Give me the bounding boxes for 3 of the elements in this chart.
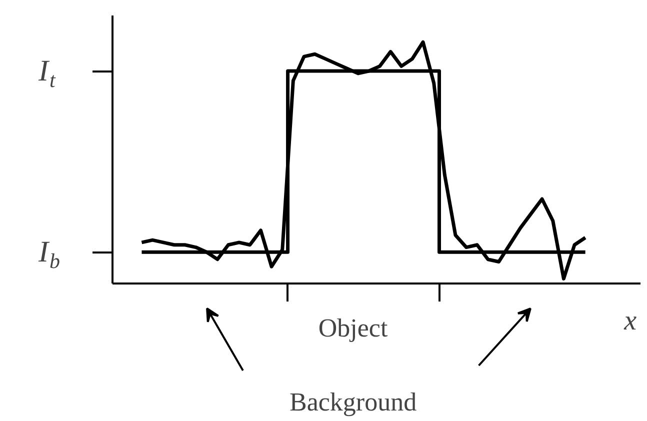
- text: Object: [318, 314, 388, 342]
- x-axis-title: x: [623, 306, 638, 336]
- text: Background: [289, 388, 417, 416]
